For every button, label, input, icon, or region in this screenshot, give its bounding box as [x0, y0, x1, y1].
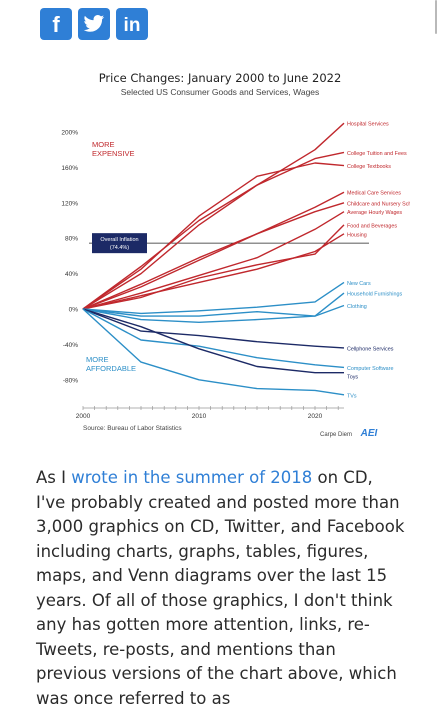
article-paragraph: As I wrote in the summer of 2018 on CD, …	[36, 466, 406, 711]
series-end-label: Toys	[347, 374, 358, 380]
svg-text:f: f	[52, 13, 60, 35]
chart-title: Price Changes: January 2000 to June 2022	[99, 71, 342, 85]
x-tick-label: 2020	[308, 413, 323, 420]
series-line	[82, 308, 345, 396]
price-changes-chart: Price Changes: January 2000 to June 2022…	[28, 66, 410, 446]
more-expensive-label-2: EXPENSIVE	[92, 149, 135, 158]
more-affordable-label-2: AFFORDABLE	[86, 364, 136, 373]
series-end-label: Household Furnishings	[347, 292, 402, 298]
series-line	[82, 122, 345, 310]
series-end-label: Medical Care Services	[347, 191, 401, 197]
twitter-share-button[interactable]	[78, 8, 110, 40]
series-end-label: College Textbooks	[347, 164, 391, 170]
y-tick-label: 0%	[69, 307, 79, 314]
series-end-label: TVs	[347, 393, 357, 399]
series-end-label: Housing	[347, 232, 367, 238]
linkedin-icon: in	[124, 15, 141, 35]
series-end-label: Childcare and Nursery School	[347, 201, 410, 207]
series-end-label: Food and Beverages	[347, 223, 397, 229]
series-line	[82, 281, 345, 315]
svg-text:in: in	[124, 15, 141, 35]
overall-inflation-value: (74.4%)	[110, 245, 129, 251]
article-text-start: As I	[36, 468, 72, 487]
share-buttons: f in	[40, 8, 148, 40]
series-line	[82, 304, 345, 317]
facebook-share-button[interactable]: f	[40, 8, 72, 40]
y-tick-label: -80%	[63, 377, 78, 384]
series-end-label: Hospital Services	[347, 122, 389, 128]
summer-2018-link[interactable]: wrote in the summer of 2018	[71, 468, 313, 487]
series-line	[82, 162, 345, 310]
series-end-label: Computer Software	[347, 366, 393, 372]
series-line	[82, 308, 345, 349]
twitter-icon	[83, 15, 105, 32]
chart-subtitle: Selected US Consumer Goods and Services,…	[121, 87, 320, 97]
series-line	[82, 191, 345, 310]
scrollbar[interactable]	[435, 0, 437, 34]
series-line	[82, 292, 345, 323]
series-line	[82, 308, 344, 374]
chart-source: Source: Bureau of Labor Statistics	[83, 425, 182, 432]
linkedin-share-button[interactable]: in	[116, 8, 148, 40]
overall-inflation-box	[92, 233, 147, 254]
y-tick-label: 40%	[65, 271, 78, 278]
x-tick-label: 2010	[192, 413, 207, 420]
chart-credit: Carpe Diem	[320, 432, 352, 438]
series-line	[82, 308, 345, 369]
series-end-label: Average Hourly Wages	[347, 210, 402, 216]
series-line	[82, 233, 345, 310]
aei-logo: AEI	[360, 428, 378, 439]
more-affordable-label: MORE	[86, 355, 109, 364]
y-tick-label: -40%	[63, 342, 78, 349]
facebook-icon: f	[52, 13, 60, 35]
series-line	[82, 151, 345, 310]
series-line	[82, 202, 345, 310]
y-tick-label: 80%	[65, 236, 78, 243]
y-tick-label: 200%	[61, 130, 78, 137]
article-body: As I wrote in the summer of 2018 on CD, …	[36, 466, 406, 711]
overall-inflation-label: Overall Inflation	[100, 237, 138, 243]
x-tick-label: 2000	[76, 413, 91, 420]
more-expensive-label: MORE	[92, 140, 115, 149]
article-text-rest: on CD, I've probably created and posted …	[36, 468, 405, 708]
series-end-label: New Cars	[347, 281, 371, 287]
chart-svg: Price Changes: January 2000 to June 2022…	[61, 71, 410, 439]
series-end-label: Clothing	[347, 304, 367, 310]
y-tick-label: 120%	[61, 200, 78, 207]
y-tick-label: 160%	[61, 165, 78, 172]
series-line	[82, 211, 345, 310]
series-end-label: College Tuition and Fees	[347, 151, 407, 157]
series-end-label: Cellphone Services	[347, 346, 394, 352]
